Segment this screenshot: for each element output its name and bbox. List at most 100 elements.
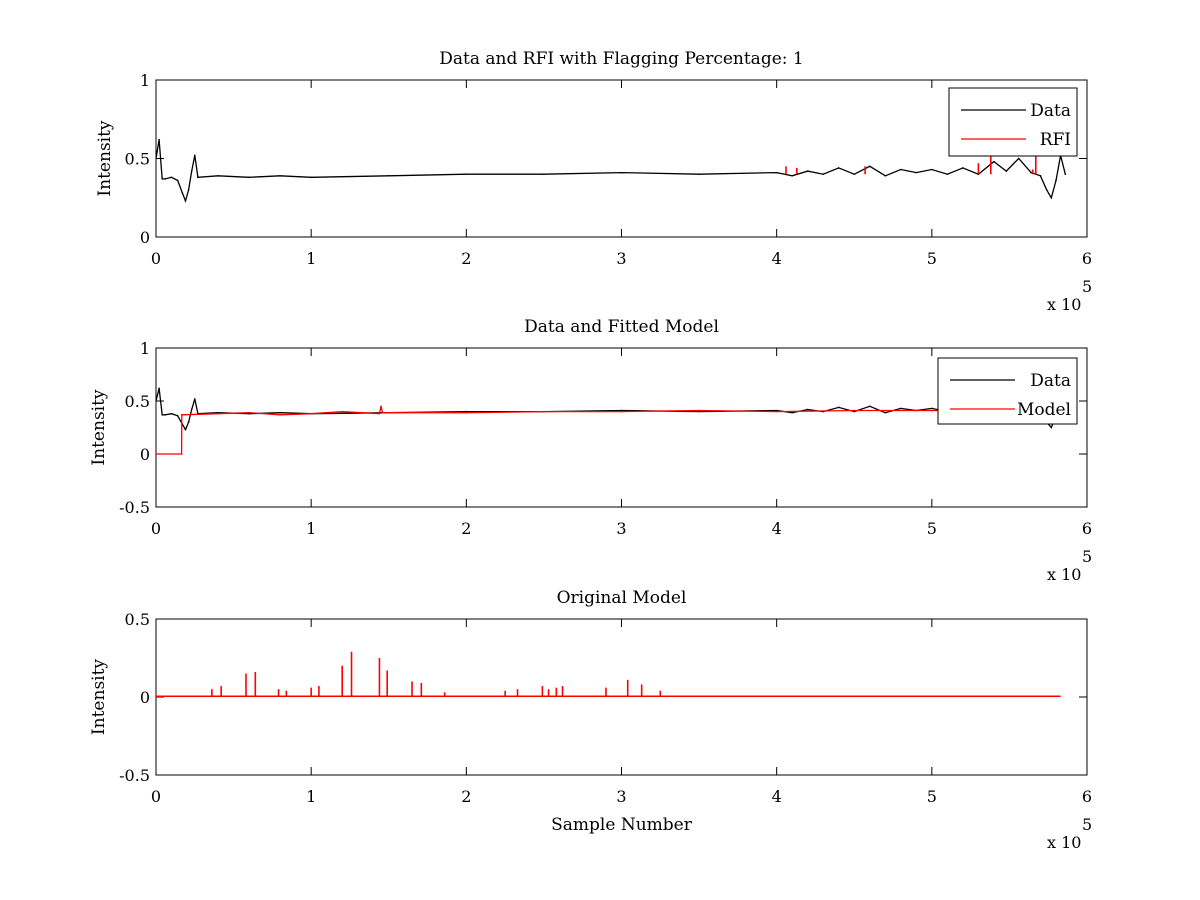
axes-box [155, 79, 1088, 238]
data-point [931, 409, 933, 412]
x-tick-label: 3 [616, 249, 626, 268]
legend-label: Data [1030, 371, 1071, 391]
series-model-group [156, 651, 1061, 697]
data-point [465, 173, 468, 175]
x-tick-label: 4 [772, 787, 782, 806]
data-point [900, 407, 902, 410]
data-point [164, 178, 167, 180]
x-tick-label: 4 [772, 519, 782, 538]
chart-title: Data and Fitted Model [524, 317, 719, 337]
data-point [543, 173, 545, 175]
x-tick-label: 0 [151, 249, 161, 268]
legend-box [948, 87, 1078, 157]
series-data-group [156, 387, 1067, 432]
data-point [158, 138, 160, 141]
y-tick-label: 1 [140, 71, 150, 90]
x-multiplier-exponent: 5 [1082, 277, 1092, 296]
y-axis-label: Intensity [89, 659, 109, 735]
legend-box [937, 357, 1078, 425]
data-point [170, 176, 173, 179]
data-point [1039, 174, 1042, 177]
data-point [853, 409, 856, 412]
plot-area [156, 387, 1067, 455]
y-tick-label: -0.5 [119, 498, 150, 517]
data-point [190, 408, 193, 411]
x-tick-label: 1 [306, 249, 316, 268]
plot-area [156, 138, 1067, 203]
data-point [1050, 196, 1053, 199]
data-point [187, 421, 190, 424]
data-point [1055, 179, 1057, 182]
data-point [190, 170, 193, 172]
legend-label: Data [1030, 101, 1071, 121]
x-tick-label: 0 [151, 519, 161, 538]
data-point [543, 410, 545, 413]
axes-box [155, 618, 1088, 776]
x-tick-label: 2 [461, 787, 471, 806]
data-point [884, 411, 887, 414]
data-point [156, 157, 157, 160]
data-point [170, 412, 173, 415]
data-point [279, 411, 281, 414]
data-point [962, 167, 964, 169]
x-tick-label: 1 [306, 787, 316, 806]
legend: Data Model [937, 357, 1078, 425]
data-point [181, 192, 184, 194]
data-point [868, 165, 871, 168]
data-point [161, 178, 164, 180]
x-tick-label: 5 [927, 787, 937, 806]
data-point [775, 171, 778, 174]
x-tick-label: 0 [151, 787, 161, 806]
x-tick-label: 6 [1082, 519, 1092, 538]
data-point [1030, 171, 1032, 174]
data-point [1050, 426, 1053, 429]
data-point [946, 173, 949, 175]
x-tick-label: 6 [1082, 249, 1092, 268]
data-point [197, 176, 199, 179]
series-data-line [156, 388, 1066, 432]
data-point [698, 409, 700, 412]
y-axis-label: Intensity [89, 389, 109, 465]
data-point [184, 428, 187, 431]
data-point [176, 415, 179, 417]
data-point [915, 171, 918, 174]
data-point [822, 173, 825, 175]
data-point [884, 174, 887, 177]
data-point [387, 174, 390, 177]
data-point [184, 200, 187, 202]
legend-label: Model [1017, 400, 1071, 420]
series-data-line [156, 139, 1066, 203]
data-point [310, 412, 312, 415]
data-point [900, 168, 902, 171]
data-point [791, 411, 793, 414]
data-point [620, 171, 623, 174]
x-tick-label: 4 [772, 249, 782, 268]
chart-title: Data and RFI with Flagging Percentage: 1 [439, 49, 803, 69]
x-tick-label: 2 [461, 519, 471, 538]
data-point [279, 413, 281, 416]
data-point [837, 167, 840, 169]
x-multiplier-base: x 10 [1047, 833, 1081, 852]
plot-area [156, 651, 1061, 697]
x-tick-label: 2 [461, 249, 471, 268]
data-point [806, 170, 809, 172]
data-point [1064, 173, 1067, 175]
legend-label: RFI [1040, 130, 1071, 150]
y-tick-label: 0 [140, 445, 150, 464]
data-point [806, 408, 809, 411]
data-point [158, 387, 160, 390]
x-multiplier-exponent: 5 [1082, 547, 1092, 566]
y-tick-label: 1 [140, 339, 150, 358]
data-point [161, 413, 164, 416]
data-point [156, 453, 157, 455]
x-multiplier-base: x 10 [1047, 565, 1081, 584]
data-point [698, 173, 700, 175]
data-point [380, 405, 382, 408]
data-point [180, 413, 183, 416]
x-tick-label: 5 [927, 249, 937, 268]
data-point [341, 410, 344, 413]
data-point [193, 154, 196, 157]
y-tick-label: -0.5 [119, 766, 150, 785]
